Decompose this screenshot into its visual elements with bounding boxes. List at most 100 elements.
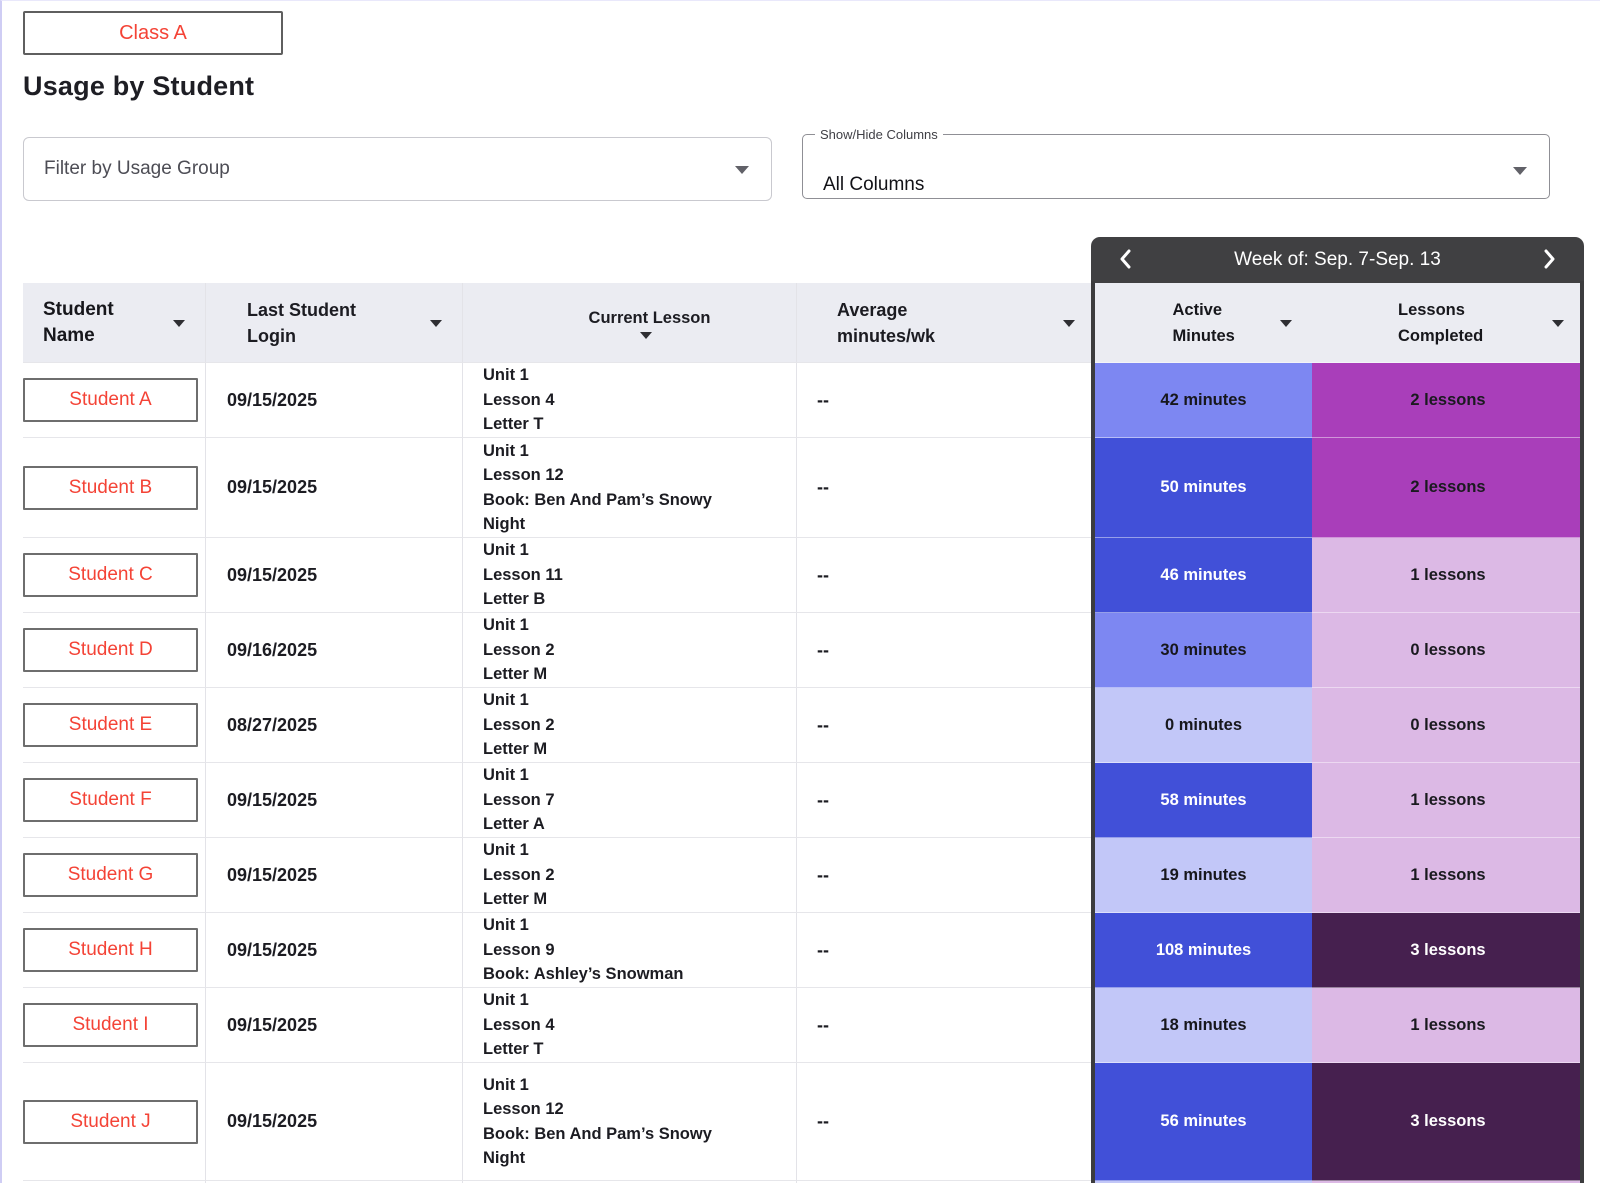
student-name-cell: Student H	[23, 913, 206, 988]
active-minutes-cell: 50 minutes	[1095, 438, 1312, 538]
student-name-button[interactable]: Student E	[23, 703, 198, 747]
previous-week-button[interactable]	[1109, 244, 1143, 277]
usage-table: Student Name Last Student Login Current …	[23, 283, 1584, 1183]
average-minutes-cell: --	[797, 913, 1095, 988]
current-lesson-cell: Unit 1Lesson 12Book: Ben And Pam’s Snowy…	[463, 1063, 797, 1181]
chevron-down-icon	[1513, 167, 1527, 175]
active-minutes-cell: 0 minutes	[1095, 688, 1312, 763]
sort-caret-icon	[1280, 320, 1292, 327]
table-row: Student H 09/15/2025 Unit 1Lesson 9Book:…	[23, 913, 1584, 988]
student-name-button[interactable]: Student I	[23, 1003, 198, 1047]
header-lessons-completed[interactable]: Lessons Completed	[1312, 283, 1584, 363]
student-name-cell: Student I	[23, 988, 206, 1063]
average-minutes-cell: --	[797, 838, 1095, 913]
student-name-cell: Student D	[23, 613, 206, 688]
header-current-lesson[interactable]: Current Lesson	[463, 283, 797, 363]
week-panel-right-border	[1580, 281, 1584, 1183]
active-minutes-cell: 46 minutes	[1095, 538, 1312, 613]
header-average-minutes[interactable]: Average minutes/wk	[797, 283, 1095, 363]
sort-caret-icon	[430, 320, 442, 327]
student-name-button[interactable]: Student F	[23, 778, 198, 822]
table-body: Student A 09/15/2025 Unit 1Lesson 4Lette…	[23, 363, 1584, 1181]
student-name-cell: Student J	[23, 1063, 206, 1181]
last-login-cell: 09/15/2025	[206, 1063, 463, 1181]
lessons-completed-cell: 1 lessons	[1312, 988, 1584, 1063]
lessons-completed-cell: 2 lessons	[1312, 438, 1584, 538]
next-week-button[interactable]	[1532, 244, 1566, 277]
active-minutes-cell: 19 minutes	[1095, 838, 1312, 913]
table-row: Student E 08/27/2025 Unit 1Lesson 2Lette…	[23, 688, 1584, 763]
student-name-cell: Student F	[23, 763, 206, 838]
week-panel-left-border	[1091, 281, 1095, 1183]
chevron-left-icon	[1117, 248, 1135, 273]
current-lesson-cell: Unit 1Lesson 12Book: Ben And Pam’s Snowy…	[463, 438, 797, 538]
current-lesson-cell: Unit 1Lesson 11Letter B	[463, 538, 797, 613]
current-lesson-cell: Unit 1Lesson 7Letter A	[463, 763, 797, 838]
usage-by-student-page: Class A Usage by Student Filter by Usage…	[0, 0, 1600, 1183]
average-minutes-cell: --	[797, 988, 1095, 1063]
student-name-cell: Student A	[23, 363, 206, 438]
table-row: Student G 09/15/2025 Unit 1Lesson 2Lette…	[23, 838, 1584, 913]
sort-caret-icon	[1552, 320, 1564, 327]
table-row: Student A 09/15/2025 Unit 1Lesson 4Lette…	[23, 363, 1584, 438]
last-login-cell: 09/15/2025	[206, 363, 463, 438]
active-minutes-cell: 56 minutes	[1095, 1063, 1312, 1181]
active-minutes-cell: 30 minutes	[1095, 613, 1312, 688]
average-minutes-cell: --	[797, 363, 1095, 438]
student-name-cell: Student C	[23, 538, 206, 613]
lessons-completed-cell: 3 lessons	[1312, 1063, 1584, 1181]
student-name-button[interactable]: Student H	[23, 928, 198, 972]
active-minutes-cell: 42 minutes	[1095, 363, 1312, 438]
active-minutes-cell: 18 minutes	[1095, 988, 1312, 1063]
class-tab-button[interactable]: Class A	[23, 11, 283, 55]
lessons-completed-cell: 0 lessons	[1312, 613, 1584, 688]
last-login-cell: 09/15/2025	[206, 538, 463, 613]
current-lesson-cell: Unit 1Lesson 2Letter M	[463, 838, 797, 913]
table-row: Student D 09/16/2025 Unit 1Lesson 2Lette…	[23, 613, 1584, 688]
current-lesson-cell: Unit 1Lesson 2Letter M	[463, 613, 797, 688]
header-last-student-login[interactable]: Last Student Login	[206, 283, 463, 363]
student-name-button[interactable]: Student J	[23, 1100, 198, 1144]
show-hide-columns-select[interactable]: Show/Hide Columns All Columns	[802, 127, 1550, 199]
sort-caret-icon	[640, 332, 652, 339]
student-name-button[interactable]: Student B	[23, 466, 198, 510]
student-name-button[interactable]: Student D	[23, 628, 198, 672]
lessons-completed-cell: 1 lessons	[1312, 538, 1584, 613]
table-row: Student F 09/15/2025 Unit 1Lesson 7Lette…	[23, 763, 1584, 838]
student-name-cell: Student B	[23, 438, 206, 538]
filter-usage-group-select[interactable]: Filter by Usage Group	[23, 137, 772, 201]
table-row: Student I 09/15/2025 Unit 1Lesson 4Lette…	[23, 988, 1584, 1063]
chevron-right-icon	[1540, 248, 1558, 273]
active-minutes-cell: 58 minutes	[1095, 763, 1312, 838]
last-login-cell: 08/27/2025	[206, 688, 463, 763]
last-login-cell: 09/15/2025	[206, 838, 463, 913]
active-minutes-cell: 108 minutes	[1095, 913, 1312, 988]
table-row: Student B 09/15/2025 Unit 1Lesson 12Book…	[23, 438, 1584, 538]
chevron-down-icon	[735, 166, 749, 174]
page-title: Usage by Student	[23, 71, 254, 102]
student-name-button[interactable]: Student G	[23, 853, 198, 897]
student-name-button[interactable]: Student C	[23, 553, 198, 597]
last-login-cell: 09/15/2025	[206, 988, 463, 1063]
filter-placeholder: Filter by Usage Group	[44, 158, 230, 180]
show-hide-columns-value: All Columns	[823, 174, 924, 196]
current-lesson-cell: Unit 1Lesson 9Book: Ashley’s Snowman	[463, 913, 797, 988]
average-minutes-cell: --	[797, 688, 1095, 763]
sort-caret-icon	[173, 320, 185, 327]
average-minutes-cell: --	[797, 763, 1095, 838]
last-login-cell: 09/15/2025	[206, 913, 463, 988]
current-lesson-cell: Unit 1Lesson 4Letter T	[463, 988, 797, 1063]
last-login-cell: 09/15/2025	[206, 763, 463, 838]
last-login-cell: 09/16/2025	[206, 613, 463, 688]
week-navigation-bar: Week of: Sep. 7-Sep. 13	[1091, 237, 1584, 283]
current-lesson-cell: Unit 1Lesson 4Letter T	[463, 363, 797, 438]
week-range-label: Week of: Sep. 7-Sep. 13	[1234, 249, 1441, 271]
sort-caret-icon	[1063, 320, 1075, 327]
student-name-cell: Student G	[23, 838, 206, 913]
header-student-name[interactable]: Student Name	[23, 283, 206, 363]
lessons-completed-cell: 3 lessons	[1312, 913, 1584, 988]
lessons-completed-cell: 1 lessons	[1312, 838, 1584, 913]
average-minutes-cell: --	[797, 613, 1095, 688]
header-active-minutes[interactable]: Active Minutes	[1095, 283, 1312, 363]
student-name-button[interactable]: Student A	[23, 378, 198, 422]
